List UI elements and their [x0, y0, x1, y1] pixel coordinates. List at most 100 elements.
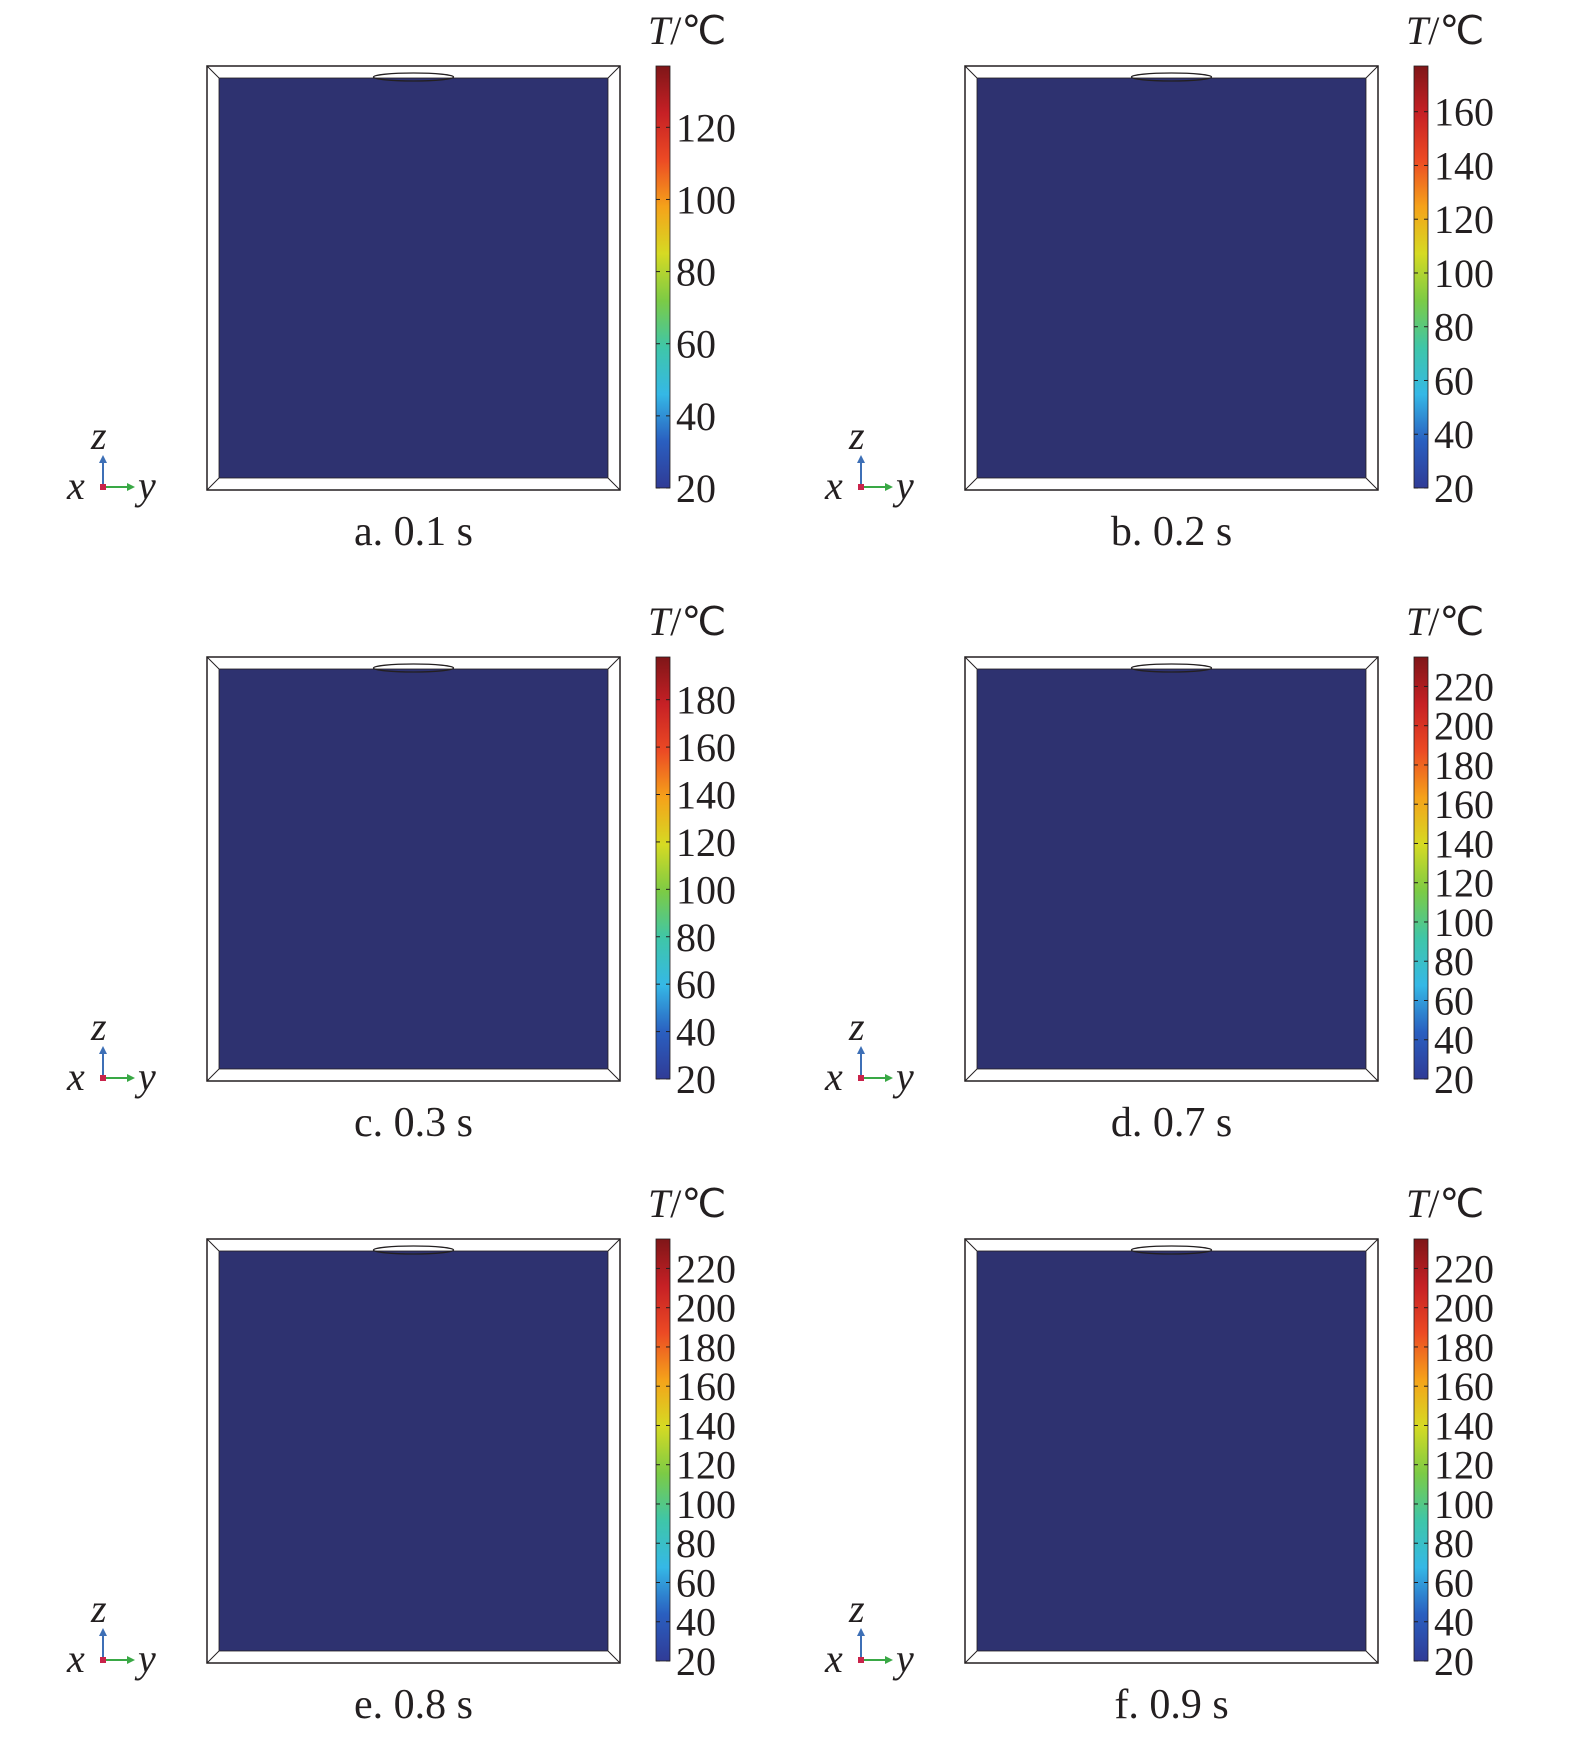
colorbar-tick-label: 100	[676, 867, 736, 912]
axis-x-label: x	[66, 463, 85, 508]
heat-zone	[228, 1251, 599, 1419]
axis-z-label: z	[90, 1586, 107, 1631]
colorbar-tick-label: 60	[676, 962, 716, 1007]
panel-caption: d. 0.7 s	[1110, 1100, 1233, 1146]
colorbar-tick-label: 40	[676, 394, 716, 439]
colorbar-tick-label: 160	[1434, 90, 1494, 135]
colorbar-tick-label: 220	[1434, 664, 1494, 709]
colorbar-tick-label: 20	[676, 466, 716, 511]
heat-zone	[982, 1251, 1361, 1431]
colorbar-tick-label: 140	[1434, 1403, 1494, 1448]
colorbar-tick-label: 160	[676, 1364, 736, 1409]
colorbar-tick-label: 80	[1434, 939, 1474, 984]
heat-zone	[1045, 78, 1298, 142]
colorbar-tick-label: 40	[676, 1600, 716, 1645]
axis-z-label: z	[90, 1004, 107, 1049]
colorbar-tick-label: 20	[1434, 466, 1474, 511]
colorbar-tick-label: 80	[676, 915, 716, 960]
colorbar-tick-label: 120	[1434, 861, 1494, 906]
colorbar-title: T/℃	[1406, 599, 1484, 644]
axis-triad: zx y	[824, 1004, 914, 1099]
colorbar-tick-label: 100	[1434, 1482, 1494, 1527]
heat-zone	[306, 78, 521, 118]
axis-x-label: x	[66, 1054, 85, 1099]
colorbar-tick-label: 220	[676, 1246, 736, 1291]
colorbar	[1413, 656, 1429, 1080]
colorbar	[1413, 1238, 1429, 1662]
axis-x-label: x	[824, 1636, 843, 1681]
colorbar-tick-label: 140	[1434, 143, 1494, 188]
colorbar-tick-label: 100	[676, 177, 736, 222]
colorbar-tick-label: 80	[676, 1521, 716, 1566]
colorbar-tick-label: 180	[676, 678, 736, 723]
axis-y-label: y	[134, 1636, 156, 1681]
colorbar-title: T/℃	[648, 1181, 726, 1226]
colorbar-tick-label: 80	[1434, 305, 1474, 350]
colorbar-tick-label: 120	[676, 105, 736, 150]
axis-triad: zx y	[824, 413, 914, 508]
colorbar-tick-label: 180	[676, 1325, 736, 1370]
axis-z-label: z	[848, 1004, 865, 1049]
axis-y-label: y	[892, 463, 914, 508]
axis-y-label: y	[892, 1636, 914, 1681]
colorbar-tick-label: 40	[1434, 1600, 1474, 1645]
colorbar-tick-label: 140	[1434, 821, 1494, 866]
colorbar	[655, 656, 671, 1080]
axis-z-label: z	[848, 413, 865, 458]
colorbar-tick-label: 60	[676, 322, 716, 367]
heat-zone	[277, 669, 550, 757]
colorbar-tick-label: 120	[676, 820, 736, 865]
laser-spot	[1130, 1245, 1213, 1255]
axis-x-label: x	[824, 463, 843, 508]
colorbar-tick-label: 200	[676, 1286, 736, 1331]
panel-caption: f. 0.9 s	[1114, 1682, 1229, 1728]
colorbar-tick-label: 60	[676, 1560, 716, 1605]
colorbar-tick-label: 160	[1434, 782, 1494, 827]
colorbar-tick-label: 160	[676, 725, 736, 770]
colorbar-tick-label: 20	[676, 1639, 716, 1684]
colorbar-tick-label: 160	[1434, 1364, 1494, 1409]
colorbar-tick-label: 180	[1434, 1325, 1494, 1370]
axis-triad: zx y	[66, 1004, 156, 1099]
axis-y-label: y	[892, 1054, 914, 1099]
colorbar-title: T/℃	[648, 8, 726, 53]
panel-b: 20 40 60 80 100 120 140 160 T/℃ z x y b. 0.2 s	[758, 0, 1545, 590]
temperature-field	[218, 77, 609, 479]
axis-z-label: z	[848, 1586, 865, 1631]
colorbar-tick-label: 20	[676, 1057, 716, 1102]
panel-f: 20 40 60 80 100 120 140 160 180 200 220 T/℃ z x y f. 0.…	[758, 1173, 1545, 1763]
colorbar-tick-label: 120	[1434, 197, 1494, 242]
axis-triad: zx y	[824, 1586, 914, 1681]
colorbar-tick-label: 60	[1434, 978, 1474, 1023]
colorbar-tick-label: 20	[1434, 1639, 1474, 1684]
colorbar-title: T/℃	[1406, 8, 1484, 53]
axis-x-label: x	[66, 1636, 85, 1681]
colorbar-tick-label: 60	[1434, 1560, 1474, 1605]
axis-triad: zx y	[66, 1586, 156, 1681]
panel-plot: 20 40 60 80 100 120 T/℃ zx y	[66, 8, 736, 511]
laser-spot	[1130, 72, 1213, 82]
laser-spot	[1130, 663, 1213, 673]
colorbar-tick-label: 80	[1434, 1521, 1474, 1566]
panel-caption: e. 0.8 s	[354, 1682, 473, 1728]
colorbar-tick-label: 40	[1434, 412, 1474, 457]
temperature-field	[976, 77, 1367, 479]
colorbar-tick-label: 40	[676, 1010, 716, 1055]
panel-plot: 20 40 60 80 100 120 140 160 T/℃ zx y	[824, 8, 1494, 511]
panel-d: 20 40 60 80 100 120 140 160 180 200 220 T/℃ z x y d. 0.…	[758, 591, 1545, 1181]
laser-spot	[372, 72, 455, 82]
panel-caption: c. 0.3 s	[354, 1100, 473, 1146]
axis-x-label: x	[824, 1054, 843, 1099]
colorbar-tick-label: 180	[1434, 743, 1494, 788]
colorbar-title: T/℃	[648, 599, 726, 644]
colorbar-tick-label: 60	[1434, 358, 1474, 403]
colorbar	[655, 65, 671, 489]
colorbar-tick-label: 80	[676, 250, 716, 295]
axis-z-label: z	[90, 413, 107, 458]
colorbar-title: T/℃	[1406, 1181, 1484, 1226]
axis-y-label: y	[134, 463, 156, 508]
